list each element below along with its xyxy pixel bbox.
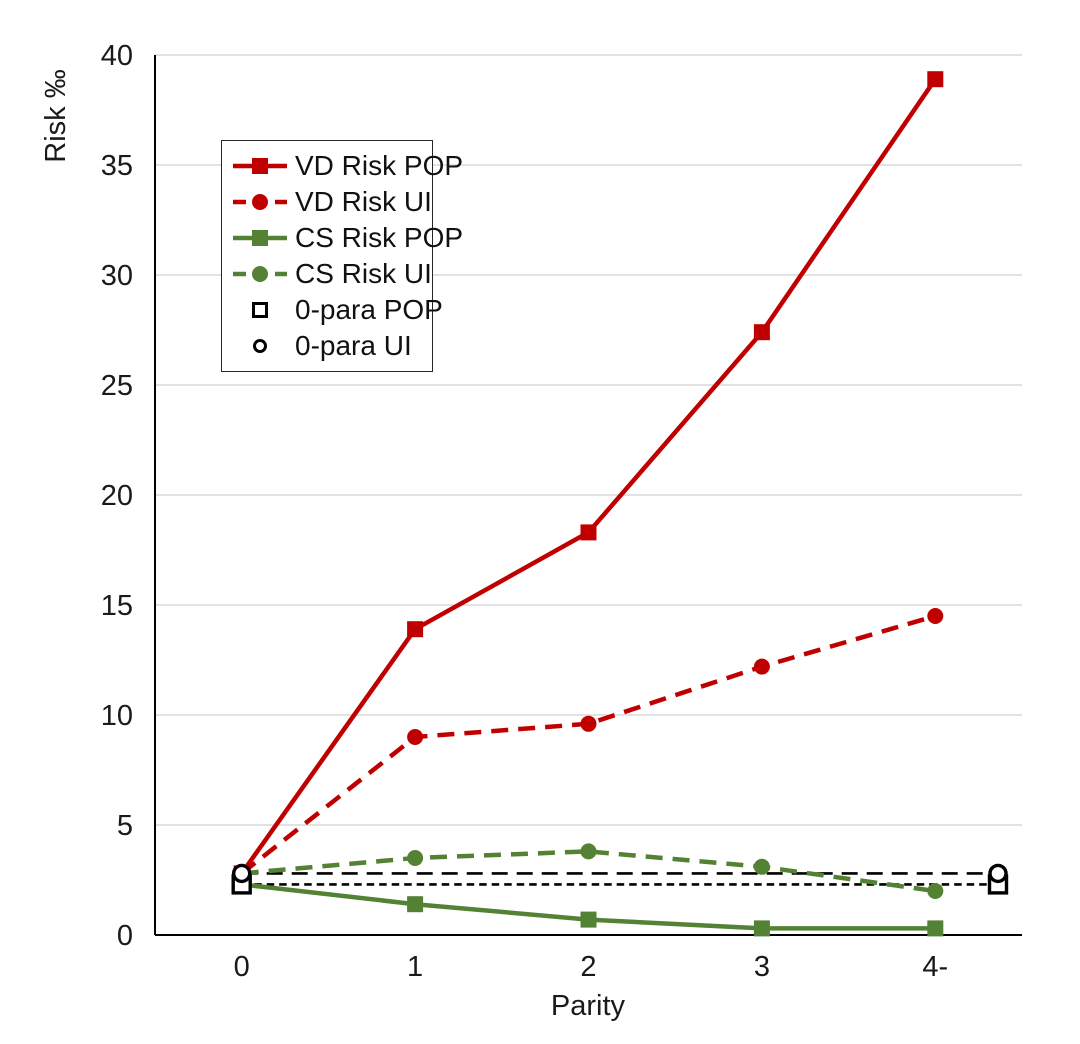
legend-label: VD Risk UI xyxy=(295,186,432,217)
marker-vd-risk-ui xyxy=(753,658,770,675)
legend-label: CS Risk POP xyxy=(295,222,464,253)
marker-cs-risk-ui xyxy=(927,883,944,899)
legend-item-cs-risk-pop: CS Risk POP xyxy=(232,220,463,256)
legend-item-0-para-ui: 0-para UI xyxy=(232,328,432,364)
series-line-vd-risk-ui xyxy=(240,613,936,876)
marker-vd-risk-pop xyxy=(407,621,424,638)
x-tick-label: 1 xyxy=(407,951,423,983)
zero-para-ui-open-circle-icon xyxy=(253,339,267,353)
zero-para-pop-open-square-icon xyxy=(252,302,268,318)
y-axis-title: Risk ‰ xyxy=(40,69,72,163)
marker-vd-risk-ui xyxy=(407,729,424,745)
marker-cs-risk-pop xyxy=(927,920,944,937)
legend-label: 0-para POP xyxy=(295,294,443,325)
cs-risk-pop-swatch-icon xyxy=(233,230,287,246)
legend-item-0-para-pop: 0-para POP xyxy=(232,292,443,328)
y-tick-label: 35 xyxy=(101,150,133,182)
vd-risk-ui-swatch-icon xyxy=(233,194,287,210)
y-tick-label: 10 xyxy=(101,700,133,732)
marker-cs-risk-ui xyxy=(407,850,424,866)
x-tick-label: 3 xyxy=(754,951,770,983)
marker-vd-risk-pop xyxy=(753,324,770,341)
x-tick-label: 4- xyxy=(922,951,948,983)
cs-risk-ui-swatch-icon xyxy=(233,266,287,282)
y-tick-label: 40 xyxy=(101,40,133,72)
legend-label: CS Risk UI xyxy=(295,258,432,289)
marker-vd-risk-ui xyxy=(927,608,944,624)
open-circle-marker xyxy=(231,863,252,884)
x-tick-label: 2 xyxy=(580,951,596,983)
legend-item-cs-risk-ui: CS Risk UI xyxy=(232,256,432,292)
legend: VD Risk POP VD Risk UI CS Risk POP CS Ri… xyxy=(221,140,463,372)
marker-vd-risk-pop xyxy=(580,524,597,541)
marker-cs-risk-ui xyxy=(580,843,597,860)
marker-vd-risk-pop xyxy=(927,71,944,88)
marker-cs-risk-pop xyxy=(753,920,770,937)
series-line-cs-risk-ui xyxy=(241,849,936,894)
marker-cs-risk-pop xyxy=(407,896,424,913)
marker-cs-risk-pop xyxy=(580,911,597,928)
y-tick-label: 25 xyxy=(101,370,133,402)
y-tick-label: 5 xyxy=(117,810,133,842)
y-tick-label: 0 xyxy=(117,920,133,952)
x-tick-label: 0 xyxy=(234,951,250,983)
legend-label: 0-para UI xyxy=(295,330,412,361)
open-circle-marker xyxy=(988,863,1008,884)
vd-risk-pop-swatch-icon xyxy=(233,158,287,174)
y-tick-label: 15 xyxy=(101,590,133,622)
y-tick-label: 30 xyxy=(101,260,133,292)
legend-item-vd-risk-pop: VD Risk POP xyxy=(232,148,463,184)
legend-item-vd-risk-ui: VD Risk UI xyxy=(232,184,432,220)
marker-vd-risk-ui xyxy=(580,715,597,732)
legend-label: VD Risk POP xyxy=(295,150,464,181)
y-tick-label: 20 xyxy=(101,480,133,512)
x-axis-title: Parity xyxy=(550,990,626,1022)
marker-cs-risk-ui xyxy=(753,858,770,875)
